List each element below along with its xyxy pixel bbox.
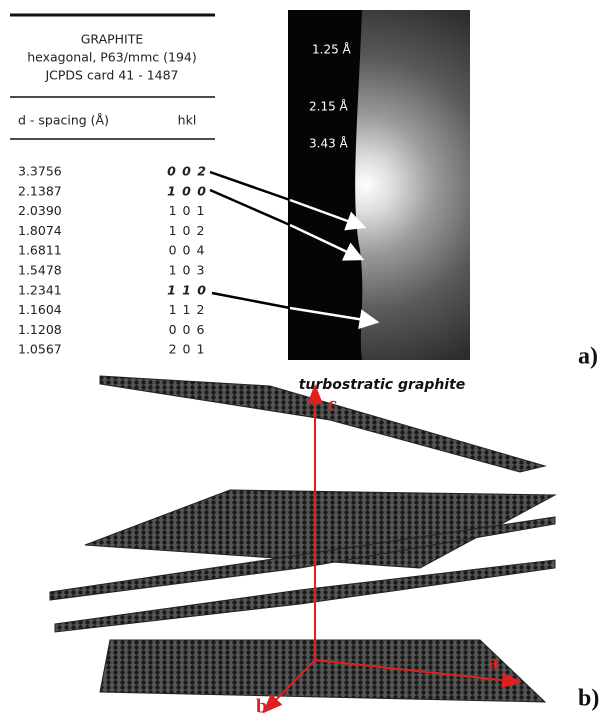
table-rows: 3.3756 0 0 2 2.1387 1 0 0 2.0390 1 0 1 1.8074 1… <box>18 164 207 357</box>
hkl: 0 0 6 <box>169 322 206 337</box>
panel-label: a) <box>578 344 598 370</box>
graphene-layers <box>49 375 557 703</box>
d-spacing: 3.3756 <box>18 164 62 179</box>
ring-label: 3.43 Å <box>309 136 349 151</box>
table-title: JCPDS card 41 - 1487 <box>44 68 178 83</box>
hkl: 1 1 0 <box>167 282 207 297</box>
d-spacing: 1.6811 <box>18 243 62 258</box>
hkl: 1 0 3 <box>169 263 206 278</box>
ring-label: 2.15 Å <box>309 99 349 114</box>
axes <box>262 384 522 714</box>
d-spacing: 2.0390 <box>18 203 62 218</box>
table-title: hexagonal, P63/mmc (194) <box>27 50 197 65</box>
hkl: 1 0 0 <box>167 183 207 198</box>
hkl: 0 0 2 <box>167 164 207 179</box>
hkl: 2 0 1 <box>169 342 206 357</box>
image-caption: turbostratic graphite <box>299 377 466 393</box>
hkl: 1 0 1 <box>169 203 206 218</box>
axis-label: a <box>488 652 498 674</box>
panel-label: b) <box>578 686 599 712</box>
hkl: 0 0 4 <box>169 243 206 258</box>
d-spacing: 2.1387 <box>18 183 62 198</box>
hkl: 1 0 2 <box>169 223 206 238</box>
column-header: hkl <box>178 113 197 128</box>
d-spacing: 1.5478 <box>18 263 62 278</box>
axis-label: b <box>256 696 267 718</box>
ring-label: 1.25 Å <box>312 42 352 57</box>
d-spacing: 1.2341 <box>18 282 62 297</box>
table-title: GRAPHITE <box>81 32 144 47</box>
beam-stop <box>288 10 363 360</box>
axis-label: c <box>328 394 337 416</box>
arrows <box>209 170 380 330</box>
d-spacing: 1.8074 <box>18 223 62 238</box>
d-spacing: 1.1208 <box>18 322 62 337</box>
d-spacing: 1.1604 <box>18 302 62 317</box>
d-spacing: 1.0567 <box>18 342 62 357</box>
column-header: d - spacing (Å) <box>18 113 109 128</box>
hkl: 1 1 2 <box>169 302 206 317</box>
